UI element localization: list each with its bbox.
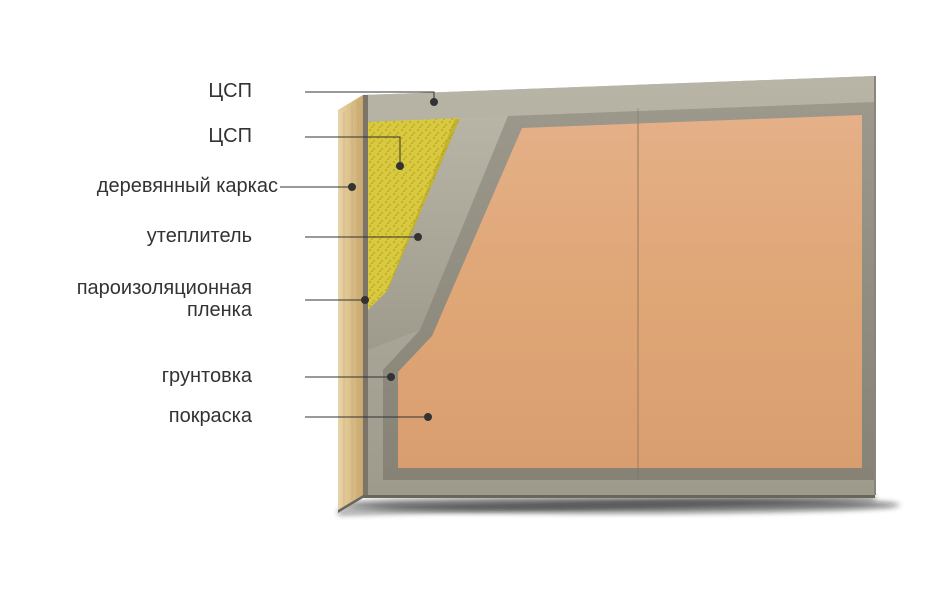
label-paint: покраска (2, 405, 252, 427)
label-csp-front: ЦСП (2, 125, 252, 147)
label-wood-frame: деревянный каркас (3, 175, 278, 197)
layer-vapor-film (363, 95, 368, 495)
layer-wood-side (338, 95, 363, 510)
label-vapor-barrier: пароизоляционная пленка (2, 277, 252, 321)
label-csp-top: ЦСП (2, 80, 252, 102)
label-insulation: утеплитель (2, 225, 252, 247)
label-primer: грунтовка (2, 365, 252, 387)
